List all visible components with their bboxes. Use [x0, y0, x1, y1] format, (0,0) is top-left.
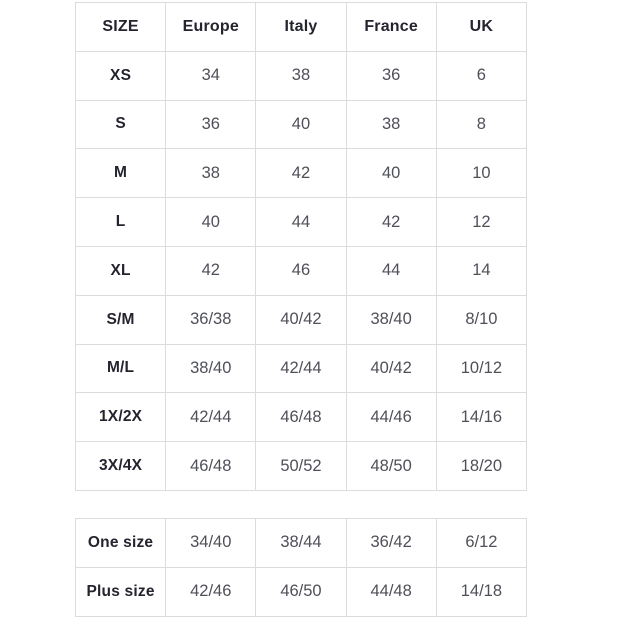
size-label-cell: Plus size — [74, 566, 167, 617]
size-value-cell: 6 — [435, 50, 528, 101]
column-header-cell: UK — [435, 2, 528, 52]
size-value-cell: 36 — [165, 99, 257, 150]
size-value-cell: 10/12 — [435, 343, 528, 394]
table-spacer — [75, 491, 527, 518]
size-value-cell: 42 — [165, 245, 257, 296]
size-value-cell: 34/40 — [165, 517, 257, 568]
header-row: SIZE Europe Italy France UK — [74, 2, 528, 52]
size-value-cell: 38 — [345, 99, 437, 150]
column-header-cell: Italy — [255, 2, 347, 52]
size-value-cell: 36/42 — [345, 517, 437, 568]
size-value-cell: 36 — [345, 50, 437, 101]
size-value-cell: 40/42 — [255, 294, 347, 345]
size-value-cell: 8/10 — [435, 294, 528, 345]
size-label-cell: 1X/2X — [74, 392, 167, 443]
size-value-cell: 38/44 — [255, 517, 347, 568]
size-label-cell: One size — [74, 517, 167, 568]
table-row: 3X/4X 46/48 50/52 48/50 18/20 — [74, 441, 528, 491]
size-label-cell: XL — [74, 245, 167, 296]
size-value-cell: 34 — [165, 50, 257, 101]
size-value-cell: 46/50 — [255, 566, 347, 617]
size-value-cell: 42 — [345, 197, 437, 247]
table-row: 1X/2X 42/44 46/48 44/46 14/16 — [74, 392, 528, 443]
size-value-cell: 14/18 — [435, 566, 528, 617]
column-header-cell: SIZE — [74, 2, 167, 52]
size-label-cell: L — [74, 197, 167, 247]
size-value-cell: 42/46 — [165, 566, 257, 617]
size-charts-container: SIZE Europe Italy France UK XS 34 38 36 6 S 36 40 38 8… — [74, 2, 528, 617]
size-label-cell: M — [74, 148, 167, 199]
size-label-cell: 3X/4X — [74, 441, 167, 491]
size-value-cell: 40 — [255, 99, 347, 150]
size-value-cell: 40 — [165, 197, 257, 247]
table-row: S/M 36/38 40/42 38/40 8/10 — [74, 294, 528, 345]
size-value-cell: 48/50 — [345, 441, 437, 491]
size-value-cell: 46/48 — [255, 392, 347, 443]
size-value-cell: 6/12 — [435, 517, 528, 568]
size-value-cell: 36/38 — [165, 294, 257, 345]
size-value-cell: 12 — [435, 197, 528, 247]
size-value-cell: 40 — [345, 148, 437, 199]
size-value-cell: 46 — [255, 245, 347, 296]
size-value-cell: 14/16 — [435, 392, 528, 443]
table-row: M/L 38/40 42/44 40/42 10/12 — [74, 343, 528, 394]
size-value-cell: 38 — [255, 50, 347, 101]
size-value-cell: 44 — [345, 245, 437, 296]
column-header-cell: Europe — [165, 2, 257, 52]
size-conversion-table: SIZE Europe Italy France UK XS 34 38 36 6 S 36 40 38 8… — [74, 2, 528, 491]
size-value-cell: 38/40 — [345, 294, 437, 345]
table-row: One size 34/40 38/44 36/42 6/12 — [74, 517, 528, 568]
table-row: L 40 44 42 12 — [74, 197, 528, 247]
size-label-cell: S — [74, 99, 167, 150]
size-value-cell: 40/42 — [345, 343, 437, 394]
size-value-cell: 44 — [255, 197, 347, 247]
size-value-cell: 46/48 — [165, 441, 257, 491]
table-row: XS 34 38 36 6 — [74, 50, 528, 101]
table-row: M 38 42 40 10 — [74, 148, 528, 199]
size-label-cell: S/M — [74, 294, 167, 345]
size-value-cell: 42/44 — [165, 392, 257, 443]
size-value-cell: 38 — [165, 148, 257, 199]
size-value-cell: 50/52 — [255, 441, 347, 491]
size-value-cell: 44/46 — [345, 392, 437, 443]
size-value-cell: 18/20 — [435, 441, 528, 491]
size-value-cell: 42/44 — [255, 343, 347, 394]
size-value-cell: 38/40 — [165, 343, 257, 394]
table-row: S 36 40 38 8 — [74, 99, 528, 150]
size-value-cell: 10 — [435, 148, 528, 199]
size-value-cell: 14 — [435, 245, 528, 296]
column-header-cell: France — [345, 2, 437, 52]
size-value-cell: 8 — [435, 99, 528, 150]
size-value-cell: 44/48 — [345, 566, 437, 617]
size-label-cell: XS — [74, 50, 167, 101]
table-row: Plus size 42/46 46/50 44/48 14/18 — [74, 566, 528, 617]
size-value-cell: 42 — [255, 148, 347, 199]
special-sizes-table: One size 34/40 38/44 36/42 6/12 Plus size 42/4… — [74, 517, 528, 617]
size-label-cell: M/L — [74, 343, 167, 394]
table-row: XL 42 46 44 14 — [74, 245, 528, 296]
